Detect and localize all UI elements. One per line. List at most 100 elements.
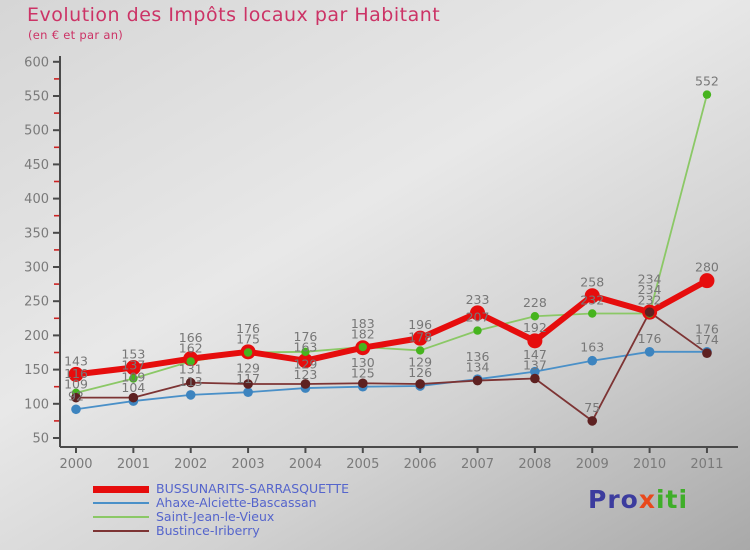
data-point [644, 347, 655, 357]
data-point [472, 375, 483, 386]
data-point [702, 90, 712, 99]
y-tick-label: 250 [24, 295, 49, 310]
series-line-1 [73, 277, 710, 378]
data-point-label: 176 [638, 331, 662, 346]
data-point [243, 348, 253, 357]
data-point-label: 147 [523, 347, 547, 362]
x-tick-label: 2007 [461, 457, 494, 472]
data-point [301, 347, 310, 357]
x-tick-label: 2004 [289, 457, 322, 472]
legend-label: Ahaxe-Alciette-Bascassan [156, 495, 317, 510]
x-tick-label: 2005 [346, 457, 379, 472]
data-point [644, 307, 655, 317]
data-point-label: 182 [351, 327, 375, 342]
data-point-label: 104 [121, 380, 145, 395]
series-line-4 [75, 311, 708, 422]
legend-label: Bustince-Iriberry [156, 523, 260, 538]
data-point-label: 129 [294, 357, 318, 372]
data-point-label: 75 [584, 400, 600, 415]
data-point-label: 143 [64, 353, 88, 368]
data-point [71, 392, 81, 403]
data-point-label: 176 [236, 321, 260, 336]
series-line-2 [75, 350, 708, 411]
data-point-label: 137 [523, 357, 547, 372]
x-tick-label: 2010 [633, 457, 666, 472]
data-point-label: 176 [695, 322, 719, 337]
data-point-label: 196 [408, 317, 432, 332]
x-tick-label: 2011 [690, 457, 723, 472]
data-point [297, 353, 313, 369]
data-point [530, 373, 540, 384]
data-point-label: 123 [294, 367, 318, 382]
data-point-label: 116 [64, 366, 88, 381]
logo-part-2: x [638, 485, 656, 514]
legend-label: BUSSUNARITS-SARRASQUETTE [156, 481, 349, 496]
data-point [530, 366, 540, 377]
chart-svg: 50 100 150 200 250 300 350 400 450 500 550 600 2000 2… [24, 55, 738, 472]
data-point-label: 109 [121, 370, 145, 385]
data-point-label: 131 [179, 362, 203, 377]
data-point-label: 129 [408, 355, 432, 370]
data-point-label: 92 [68, 388, 84, 403]
data-point [588, 309, 597, 318]
data-point-label: 178 [408, 329, 432, 344]
y-tick-label: 50 [32, 432, 49, 447]
data-point-label: 234 [638, 282, 662, 297]
data-point [358, 378, 368, 389]
data-point [300, 379, 311, 389]
y-tick-label: 600 [24, 55, 49, 70]
data-point-label: 125 [351, 366, 375, 381]
data-point-label: 117 [236, 371, 260, 386]
page-subtitle: (en € et par an) [28, 28, 124, 42]
y-tick-label: 300 [24, 261, 49, 276]
data-point-label: 113 [179, 374, 203, 389]
data-point-label: 258 [580, 275, 604, 290]
x-tick-label: 2001 [117, 457, 150, 472]
y-tick-label: 350 [24, 226, 49, 241]
data-point [185, 390, 196, 400]
data-point [699, 273, 715, 289]
legend-swatch [93, 501, 149, 505]
legend-item-1: BUSSUNARITS-SARRASQUETTE [93, 481, 349, 496]
data-point [412, 330, 428, 346]
legend-swatch [93, 515, 149, 519]
data-point-label: 126 [408, 365, 432, 380]
proxiti-logo: Proxiti [588, 485, 688, 514]
series-line-3 [75, 93, 708, 394]
data-point-label: 109 [64, 377, 88, 392]
data-point-label: 232 [638, 293, 662, 308]
data-point [68, 366, 84, 382]
chart-legend: BUSSUNARITS-SARRASQUETTE Ahaxe-Alciette-B… [93, 481, 349, 538]
data-point [186, 357, 195, 366]
data-point-label: 280 [695, 260, 719, 275]
data-point-label: 130 [351, 355, 375, 370]
data-point [415, 379, 425, 389]
legend-swatch [93, 529, 149, 533]
x-tick-label: 2000 [59, 457, 92, 472]
data-point-label: 162 [179, 340, 203, 355]
y-tick-label: 200 [24, 329, 49, 344]
page-title: Evolution des Impôts locaux par Habitant [27, 4, 441, 26]
data-point-label: 137 [121, 357, 145, 372]
data-point-label: 163 [294, 340, 318, 355]
y-tick-label: 450 [24, 158, 49, 173]
logo-part-1: Pro [588, 485, 639, 514]
data-point [587, 416, 598, 426]
data-point-label: 192 [523, 320, 547, 335]
x-tick-label: 2008 [518, 457, 551, 472]
data-point-label: 153 [121, 347, 145, 362]
data-point [702, 348, 712, 358]
data-point-label: 136 [466, 349, 490, 364]
logo-part-3: iti [655, 485, 689, 514]
data-point-label: 134 [466, 360, 490, 375]
data-point [415, 346, 425, 355]
data-point [584, 288, 600, 304]
x-tick-label: 2003 [232, 457, 265, 472]
legend-label: Saint-Jean-le-Vieux [156, 509, 275, 524]
data-point [470, 305, 486, 321]
x-tick-label: 2009 [576, 457, 609, 472]
y-tick-label: 100 [24, 397, 49, 412]
data-point [530, 312, 540, 321]
x-tick-label: 2006 [404, 457, 437, 472]
